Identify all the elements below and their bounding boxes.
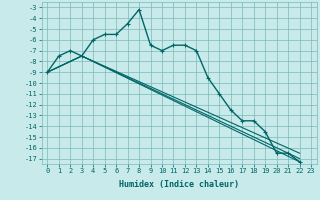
X-axis label: Humidex (Indice chaleur): Humidex (Indice chaleur) <box>119 180 239 189</box>
